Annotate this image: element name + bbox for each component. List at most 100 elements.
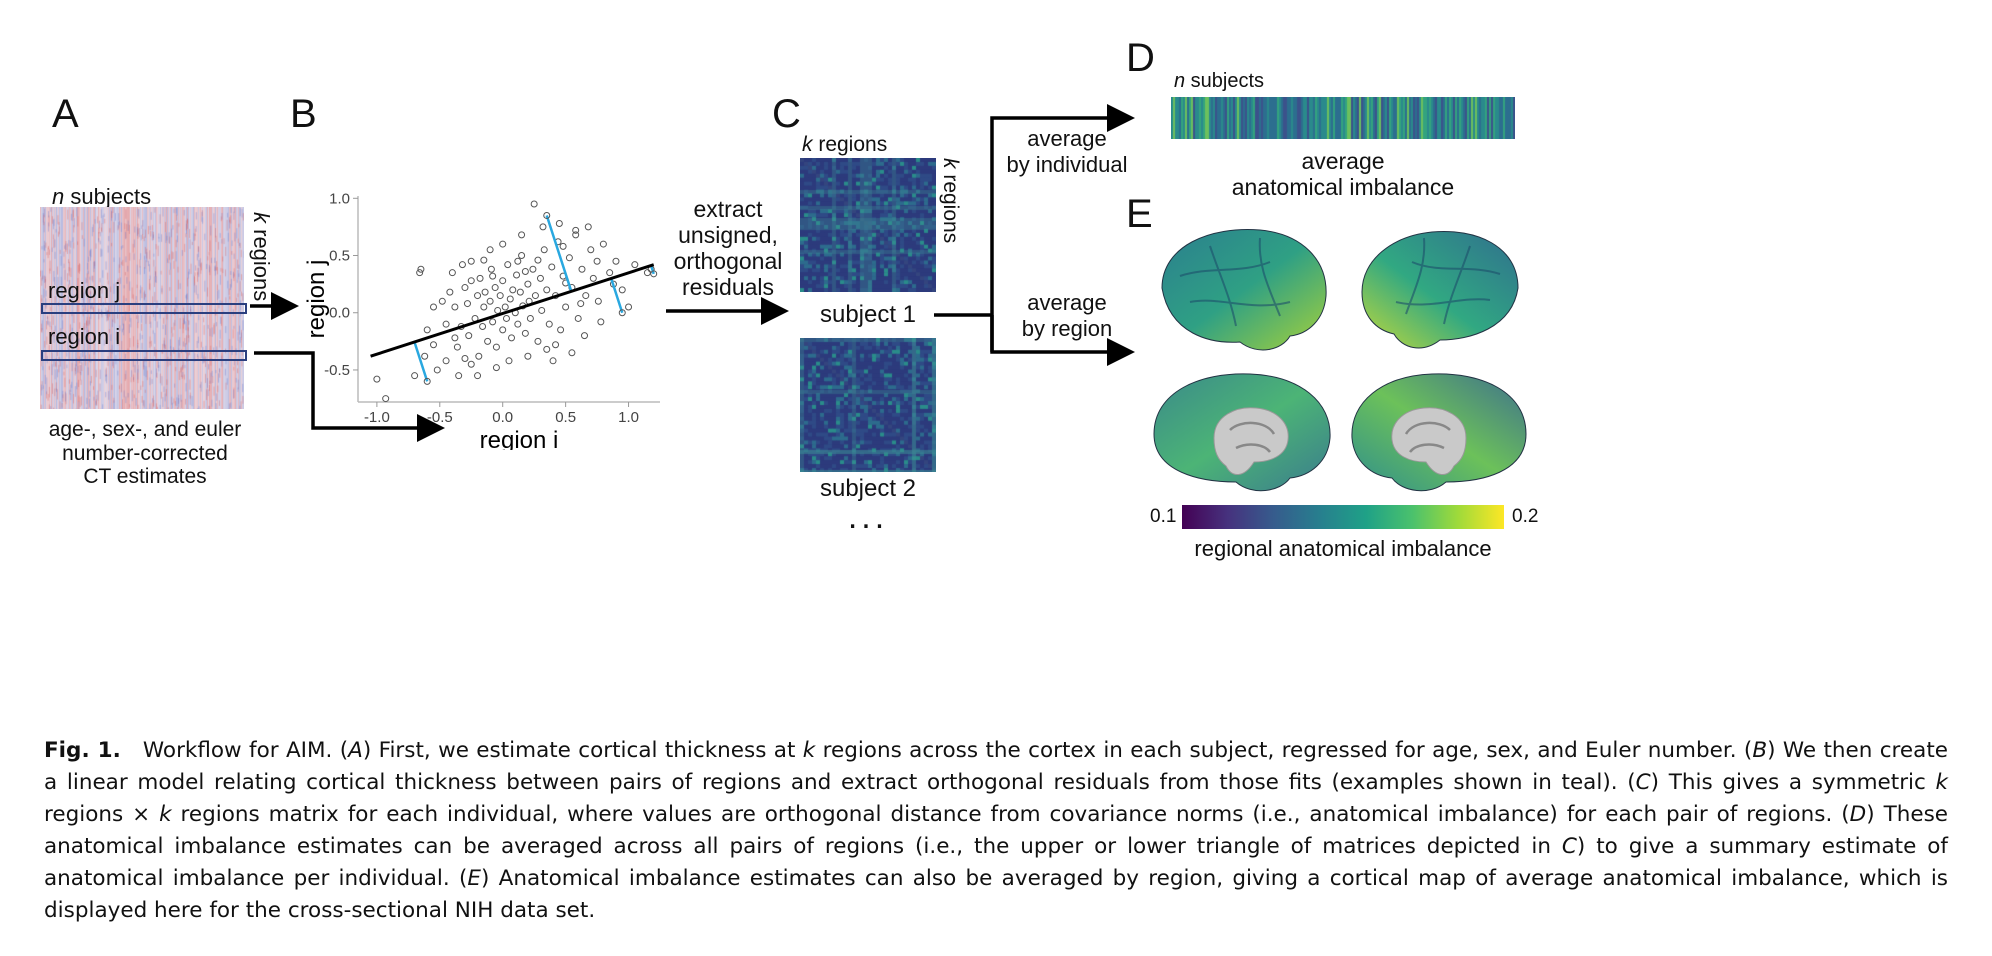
scatter-point xyxy=(565,254,573,262)
scatter-point xyxy=(442,357,450,365)
panel-a-top-label: n subjects xyxy=(52,184,152,209)
scatter-point xyxy=(539,223,547,231)
brain-medial-right xyxy=(1351,373,1527,492)
x-tick-label: 0.5 xyxy=(555,409,576,426)
panel-letter-c: C xyxy=(772,92,801,136)
scatter-point xyxy=(534,337,542,345)
scatter-point xyxy=(543,286,551,294)
scatter-point xyxy=(382,395,390,403)
scatter-point xyxy=(594,297,602,305)
colorbar-max: 0.2 xyxy=(1512,506,1539,527)
figure-caption: Fig. 1. Workflow for AIM. (A) First, we … xyxy=(44,735,1948,927)
scatter-point xyxy=(552,341,560,349)
x-tick-label: -1.0 xyxy=(364,409,390,426)
scatter-point xyxy=(421,352,429,360)
panel-letter-a: A xyxy=(52,92,79,136)
scatter-point xyxy=(480,303,488,311)
brain-medial-left xyxy=(1153,373,1331,492)
scatter-point xyxy=(455,372,463,380)
scatter-point xyxy=(442,320,450,328)
arrow-extract-label: extract unsigned, orthogonal residuals xyxy=(673,196,783,300)
scatter-point xyxy=(463,300,471,308)
panel-letter-e: E xyxy=(1126,192,1153,236)
colorbar xyxy=(1182,505,1504,529)
scatter-point xyxy=(562,303,570,311)
scatter-point xyxy=(476,274,484,282)
branch-label-region: average by region xyxy=(1021,290,1113,341)
scatter-point xyxy=(524,352,532,360)
scatter-point xyxy=(467,257,475,265)
panel-letter-d: D xyxy=(1126,36,1155,80)
scatter-point xyxy=(540,246,548,254)
scatter-point xyxy=(529,265,537,273)
arrow-a-to-b-xaxis xyxy=(254,351,445,442)
average-imbalance-bar xyxy=(1171,97,1515,139)
scatter-point xyxy=(502,314,510,322)
scatter-point xyxy=(557,326,565,334)
scatter-point xyxy=(589,274,597,282)
panel-a-caption: age-, sex-, and euler number-corrected C… xyxy=(48,418,242,488)
scatter-point xyxy=(487,265,495,273)
scatter-point xyxy=(458,261,466,269)
ellipsis: ... xyxy=(847,498,889,536)
x-tick-label: 1.0 xyxy=(618,409,639,426)
scatter-point xyxy=(373,375,381,383)
scatter-point xyxy=(438,297,446,305)
residual-point xyxy=(618,309,626,317)
scatter-point xyxy=(530,200,538,208)
scatter-point xyxy=(543,345,551,353)
arrow-c-to-e xyxy=(990,315,1135,366)
scatter-point xyxy=(451,303,459,311)
scatter-point xyxy=(516,288,524,296)
residual-line xyxy=(609,278,624,314)
scatter-point xyxy=(461,284,469,292)
scatter-point xyxy=(597,318,605,326)
scatter-point xyxy=(521,268,529,276)
subject-2-matrix xyxy=(800,338,936,472)
scatter-point xyxy=(513,271,521,279)
brain-lateral-right xyxy=(1361,230,1519,349)
scatter-point xyxy=(479,322,487,330)
scatter-point xyxy=(514,257,522,265)
scatter-point xyxy=(577,300,585,308)
heatmap-canvas xyxy=(40,207,244,409)
scatter-point xyxy=(467,277,475,285)
scatter-point xyxy=(411,372,419,380)
scatter-point xyxy=(489,318,497,326)
scatter-point xyxy=(461,355,469,363)
scatter-point xyxy=(606,269,614,277)
scatter-point xyxy=(518,252,526,260)
scatter-point xyxy=(448,269,456,277)
scatter-point xyxy=(499,240,507,248)
region-i-box xyxy=(41,350,247,361)
scatter-point xyxy=(433,366,441,374)
residual-line xyxy=(545,215,573,292)
panel-a-side-label: k regions xyxy=(249,212,274,302)
scatter-point xyxy=(474,292,482,300)
scatter-point xyxy=(467,360,475,368)
scatter-point xyxy=(465,332,473,340)
subject-1-label: subject 1 xyxy=(819,301,917,328)
scatter-point xyxy=(486,297,494,305)
scatter-point xyxy=(453,343,461,351)
scatter-points xyxy=(373,200,655,403)
scatter-point xyxy=(521,329,529,337)
branch-label-individual: average by individual xyxy=(1006,126,1128,177)
scatter-point xyxy=(545,320,553,328)
residual-point xyxy=(423,377,431,385)
scatter-point xyxy=(423,326,431,334)
scatter-point xyxy=(534,256,542,264)
scatter-point xyxy=(593,257,601,265)
scatter-axes: -1.0 -0.5 0.0 0.5 1.0 -0.5 0.0 0.5 1.0 xyxy=(324,190,660,426)
y-tick-label: -0.5 xyxy=(324,362,350,379)
scatter-point xyxy=(451,334,459,342)
scatter-point xyxy=(496,292,504,300)
scatter-residuals xyxy=(413,211,658,385)
scatter-point xyxy=(417,265,425,273)
subject-2-label: subject 2 xyxy=(819,475,917,502)
scatter-point xyxy=(499,326,507,334)
x-axis-label: region i xyxy=(480,427,559,450)
scatter-point xyxy=(582,292,590,300)
region-i-label: region i xyxy=(48,324,121,349)
brain-lateral-left xyxy=(1161,229,1327,351)
